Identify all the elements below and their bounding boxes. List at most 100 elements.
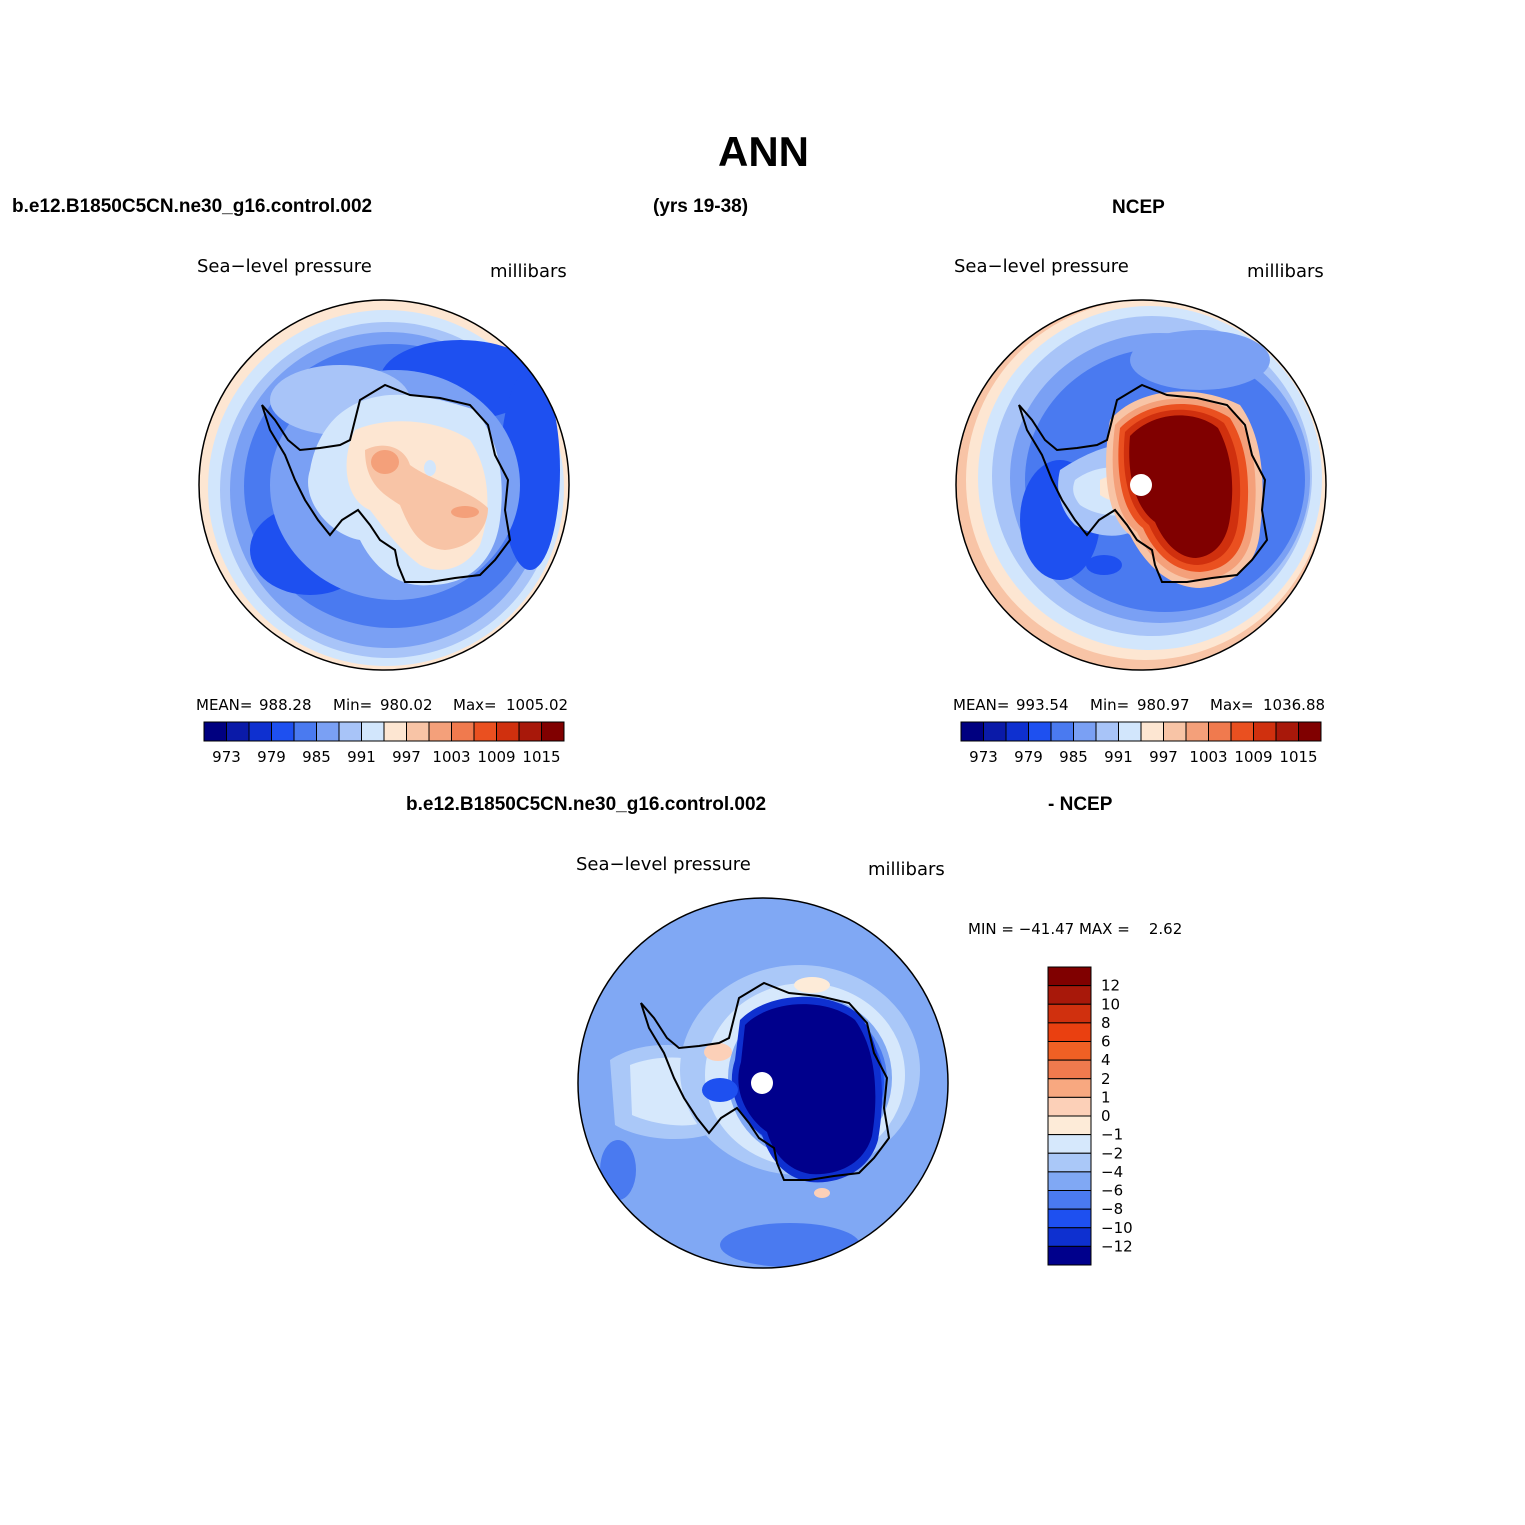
panel2-colorbar-swatch (1050, 721, 1074, 742)
panel1-colorbar-swatch (248, 721, 272, 742)
panel1-units: millibars (490, 261, 567, 282)
bottom-case-name: b.e12.B1850C5CN.ne30_g16.control.002 (406, 794, 767, 815)
panel3-colorbar-tick-label: 8 (1101, 1014, 1111, 1032)
panel2-min-value: 980.97 (1137, 696, 1190, 714)
panel1-colorbar-tick-label: 979 (257, 748, 286, 766)
panel1-colorbar-swatch (541, 721, 565, 742)
panel2-colorbar-swatch (1163, 721, 1187, 742)
panel1-colorbar-swatch (361, 721, 385, 742)
panel3-colorbar-tick-label: 4 (1101, 1051, 1111, 1069)
panel2-colorbar-swatch (1028, 721, 1052, 742)
panel1-colorbar-swatch (226, 721, 250, 742)
panel3-map-border (577, 897, 949, 1269)
panel3-colorbar-swatch (1047, 1059, 1092, 1080)
panel2-mean-value: 993.54 (1016, 696, 1069, 714)
panel2-colorbar-swatch (1275, 721, 1299, 742)
panel2-colorbar-tick-label: 985 (1059, 748, 1088, 766)
panel1-colorbar-tick-label: 1003 (432, 748, 470, 766)
panel2-colorbar-swatch (1073, 721, 1097, 742)
top-years-label: (yrs 19-38) (653, 196, 749, 217)
panel3-colorbar-swatch (1047, 966, 1092, 987)
panel1-colorbar-swatch (316, 721, 340, 742)
panel2-mean-label: MEAN= (953, 696, 1010, 714)
main-title: ANN (718, 128, 809, 175)
panel2-colorbar-swatch (1298, 721, 1322, 742)
panel3-colorbar-tick-label: −1 (1101, 1126, 1123, 1144)
panel1-colorbar-swatch (406, 721, 430, 742)
panel2-colorbar-swatch (1095, 721, 1119, 742)
panel2-colorbar-swatch (1253, 721, 1277, 742)
panel3-antarctica-coastline (640, 981, 891, 1181)
panel1-colorbar-tick-label: 997 (392, 748, 421, 766)
panel2-max-value: 1036.88 (1263, 696, 1326, 714)
panel3-colorbar-swatch (1047, 985, 1092, 1005)
panel2-variable: Sea−level pressure (954, 256, 1129, 277)
top-left-case-name: b.e12.B1850C5CN.ne30_g16.control.002 (12, 196, 373, 217)
panel2-colorbar-swatch (1208, 721, 1232, 742)
panel3-colorbar-tick-label: 2 (1101, 1070, 1111, 1088)
panel3-colorbar-swatch (1047, 1078, 1092, 1098)
panel1-colorbar-swatch (451, 721, 475, 742)
bottom-minus-label: - NCEP (1048, 794, 1113, 815)
panel1-colorbar-tick-label: 1009 (477, 748, 515, 766)
panel2-colorbar-tick-label: 991 (1104, 748, 1133, 766)
panel1-colorbar-swatch (293, 721, 317, 742)
panel2-colorbar-swatch (983, 721, 1007, 742)
panel3-colorbar-tick-label: −6 (1101, 1182, 1123, 1200)
panel1-colorbar-swatch (383, 721, 407, 742)
panel3-colorbar-tick-label: −4 (1101, 1163, 1123, 1181)
panel3-colorbar-tick-label: −12 (1101, 1237, 1133, 1255)
panel2-units: millibars (1247, 261, 1324, 282)
panel3-colorbar-tick-label: 0 (1101, 1107, 1111, 1125)
top-right-case-name: NCEP (1112, 197, 1165, 218)
panel3-colorbar-tick-label: −2 (1101, 1144, 1123, 1162)
panel1-colorbar-swatch (271, 721, 295, 742)
panel2-colorbar-swatch (1140, 721, 1164, 742)
panel2-colorbar-tick-label: 973 (969, 748, 998, 766)
panel1-colorbar-tick-label: 1015 (522, 748, 560, 766)
panel2-colorbar-swatch (1118, 721, 1142, 742)
panel1-variable: Sea−level pressure (197, 256, 372, 277)
panel1-antarctica-coastline (261, 383, 512, 583)
panel2-colorbar-tick-label: 1015 (1279, 748, 1317, 766)
panel3-missing-data-dot (751, 1072, 773, 1094)
panel1-colorbar-tick-label: 985 (302, 748, 331, 766)
panel3-variable: Sea−level pressure (576, 854, 751, 875)
panel1-min-value: 980.02 (380, 696, 433, 714)
panel2-missing-data-dot (1130, 474, 1152, 496)
panel3-colorbar-swatch (1047, 1190, 1092, 1210)
panel1-map (199, 300, 569, 670)
panel3-colorbar-tick-label: 10 (1101, 995, 1120, 1013)
panel3-colorbar-swatch (1047, 1208, 1092, 1229)
panel3-colorbar-swatch (1047, 1003, 1092, 1024)
panel1-max-label: Max= (453, 696, 497, 714)
panel3-colorbar-tick-label: 6 (1101, 1033, 1111, 1051)
panel1-colorbar-swatch (496, 721, 520, 742)
panel3-colorbar-swatch (1047, 1134, 1092, 1154)
panel1-colorbar-tick-label: 991 (347, 748, 376, 766)
panel1-map-border (198, 299, 570, 671)
panel2-colorbar-swatch (1005, 721, 1029, 742)
panel1-min-label: Min= (333, 696, 373, 714)
panel1-colorbar: 973 979 985 991 997 1003 1009 1015 (203, 721, 565, 766)
panel3-colorbar-swatch (1047, 1096, 1092, 1117)
panel1-colorbar-swatch (338, 721, 362, 742)
panel3-colorbar-tick-label: 12 (1101, 977, 1120, 995)
panel3-colorbar-swatch (1047, 1171, 1092, 1191)
panel2-colorbar-tick-label: 1003 (1189, 748, 1227, 766)
panel3-map (578, 898, 948, 1268)
panel1-mean-value: 988.28 (259, 696, 312, 714)
panel1-mean-label: MEAN= (196, 696, 253, 714)
panel1-colorbar-swatch (428, 721, 452, 742)
panel1-max-value: 1005.02 (506, 696, 569, 714)
panel3-colorbar-tick-label: −8 (1101, 1200, 1123, 1218)
panel2-colorbar-swatch (960, 721, 984, 742)
panel3-colorbar-swatch (1047, 1152, 1092, 1173)
panel3-colorbar-tick-label: 1 (1101, 1088, 1111, 1106)
panel2-antarctica-coastline (1018, 383, 1269, 583)
panel2-colorbar-tick-label: 997 (1149, 748, 1178, 766)
panel2-max-label: Max= (1210, 696, 1254, 714)
panel2-colorbar-swatch (1185, 721, 1209, 742)
